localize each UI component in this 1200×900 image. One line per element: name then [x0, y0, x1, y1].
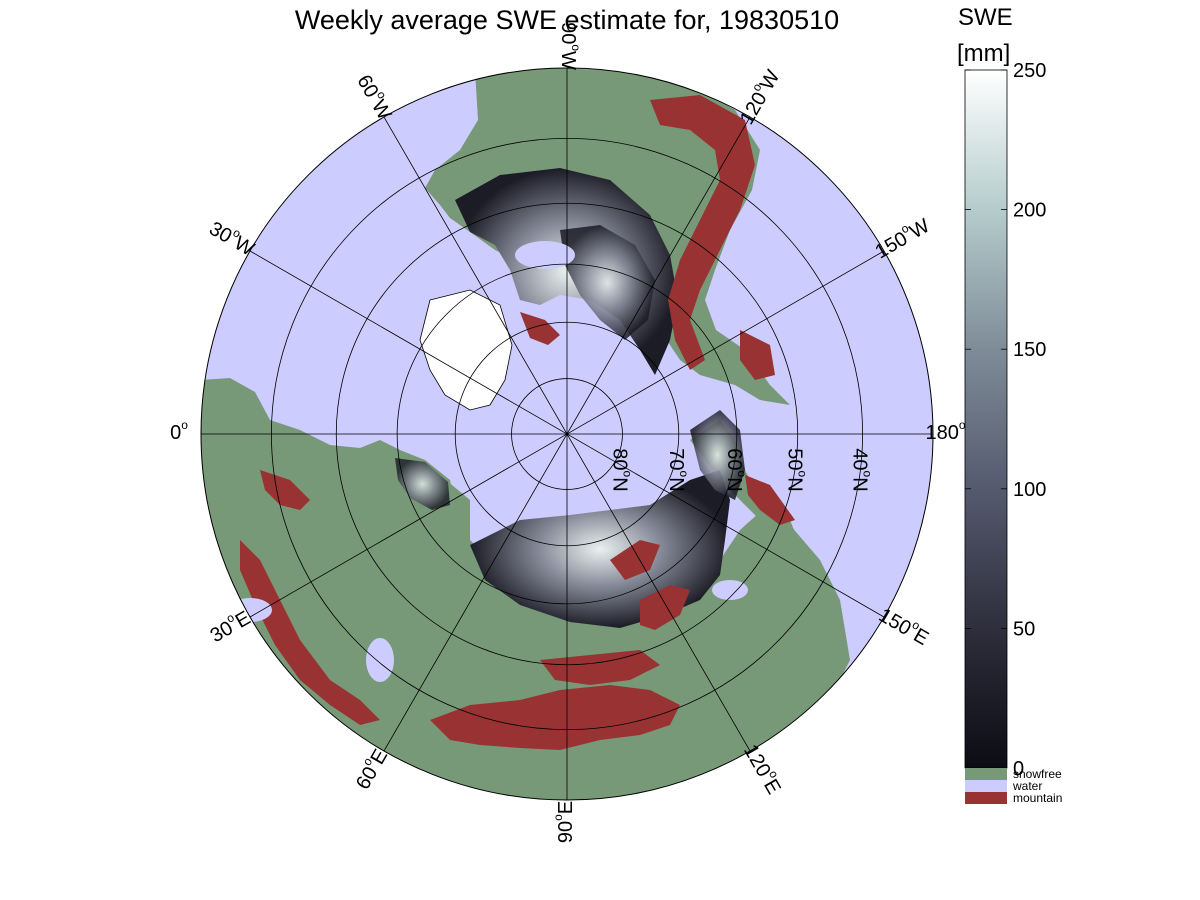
category-label: mountain: [1013, 791, 1062, 805]
meridian-line: [249, 250, 885, 618]
colorbar-tick-label: 250: [1013, 60, 1046, 82]
longitude-label: 120oW: [733, 64, 785, 128]
snow-cover-eastern-canada: [560, 225, 655, 340]
colorbar-tick-label: 50: [1013, 618, 1035, 640]
latitude-label: 50oN: [783, 448, 809, 491]
colorbar-tick-label: 100: [1013, 479, 1046, 501]
category-label: snowfree: [1013, 767, 1062, 781]
longitude-label: 150oE: [875, 601, 934, 650]
mountain-regions: [240, 95, 795, 750]
colorbar-tick-label: 0: [1013, 758, 1024, 780]
longitude-label: 0o: [170, 418, 188, 444]
category-swatch: [965, 768, 1007, 780]
latitude-label: 40oN: [848, 448, 874, 491]
colorbar-title-unit: [mm]: [957, 40, 1011, 67]
colorbar-title-swe: SWE: [958, 4, 1013, 31]
colorbar-ticks: 0 50 100 150 200 250: [965, 60, 1046, 780]
snow-cover-scandinavia: [395, 458, 450, 510]
figure-title: Weekly average SWE estimate for, 1983051…: [294, 5, 840, 35]
category-label: water: [1012, 779, 1042, 793]
colorbar-gradient: [964, 69, 1008, 769]
longitude-label: 90oW: [557, 22, 583, 70]
longitude-label: 150oW: [870, 211, 934, 263]
longitude-label: 90oE: [551, 801, 577, 843]
category-swatch: [965, 792, 1007, 804]
colorbar-tick-label: 150: [1013, 339, 1046, 361]
colorbar-tick-label: 200: [1013, 200, 1046, 222]
map-boundary: [200, 67, 934, 801]
latitude-label: 80oN: [608, 448, 634, 491]
latitude-label: 60oN: [723, 448, 749, 491]
category-swatch: [965, 780, 1007, 792]
longitude-label: 120oE: [739, 739, 788, 798]
latitude-labels: 80oN 70oN 60oN 50oN 40oN: [608, 448, 874, 491]
graticule: [201, 68, 933, 800]
latitude-label: 70oN: [664, 448, 690, 491]
